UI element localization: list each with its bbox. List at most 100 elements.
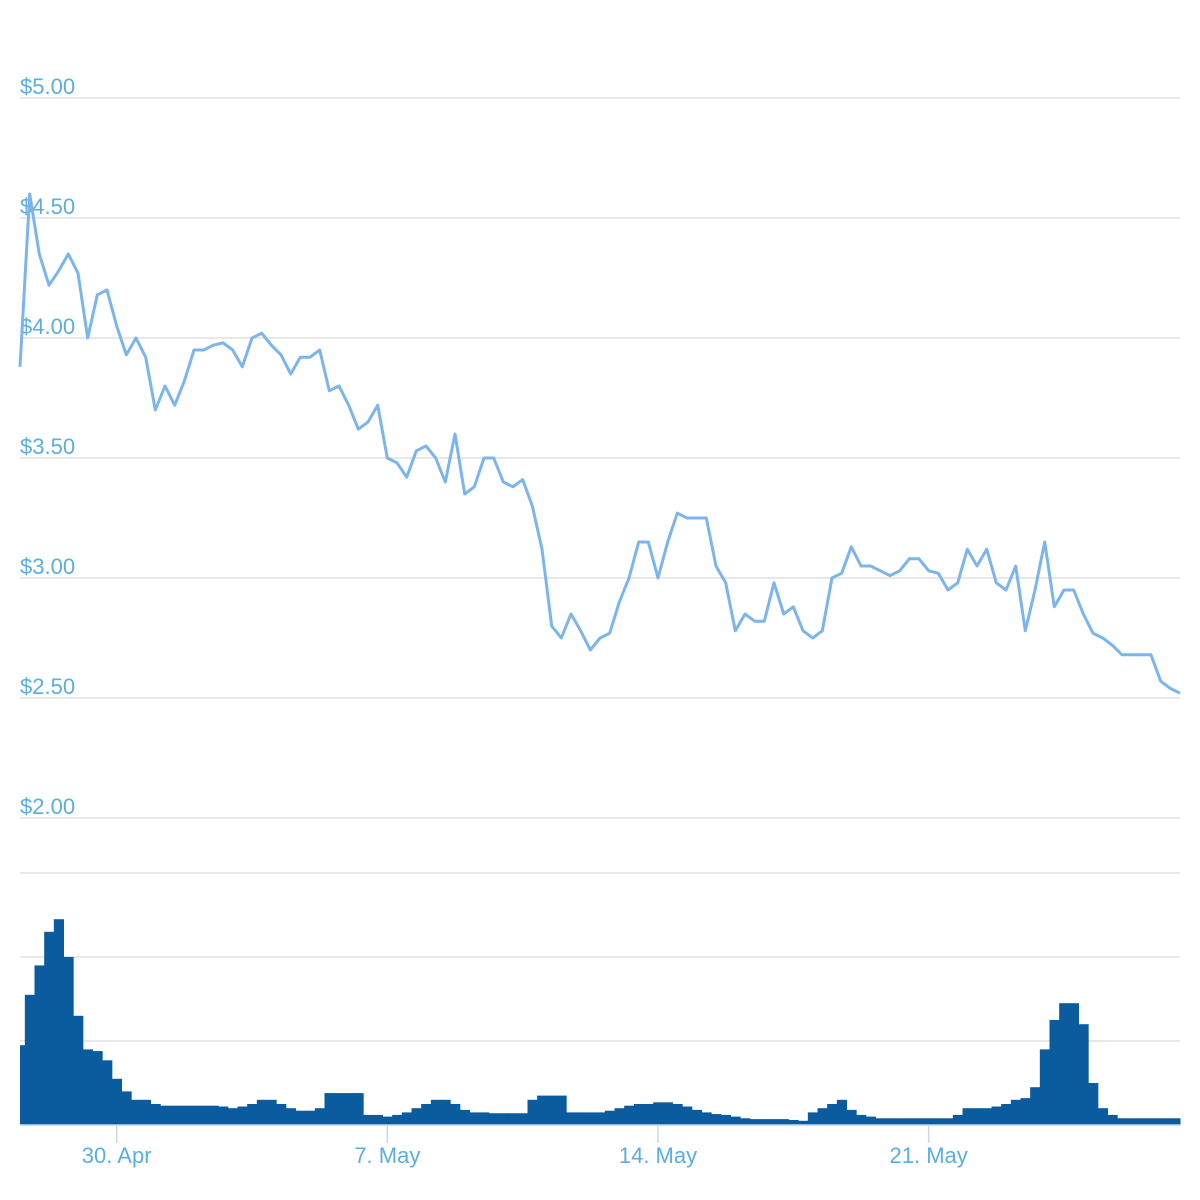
volume-bar bbox=[1068, 1003, 1079, 1125]
volume-bar bbox=[1117, 1118, 1128, 1125]
volume-bar bbox=[1039, 1049, 1050, 1125]
volume-bar bbox=[1126, 1118, 1137, 1125]
volume-bar bbox=[1146, 1118, 1157, 1125]
volume-bar bbox=[479, 1112, 490, 1125]
volume-bar bbox=[778, 1119, 789, 1125]
volume-bar bbox=[914, 1118, 925, 1125]
volume-bar bbox=[430, 1099, 441, 1125]
volume-bar bbox=[324, 1093, 335, 1125]
volume-bar bbox=[653, 1102, 664, 1125]
volume-bar bbox=[827, 1104, 838, 1125]
volume-bar bbox=[343, 1093, 354, 1125]
volume-bar bbox=[904, 1118, 915, 1125]
volume-bar bbox=[189, 1105, 200, 1125]
volume-bar bbox=[334, 1093, 345, 1125]
volume-bar bbox=[295, 1110, 306, 1125]
volume-bar bbox=[1020, 1098, 1031, 1125]
volume-bar bbox=[981, 1108, 992, 1125]
volume-bar bbox=[846, 1109, 857, 1125]
volume-bar bbox=[633, 1104, 644, 1125]
volume-bar bbox=[353, 1093, 364, 1125]
volume-bar bbox=[740, 1118, 751, 1125]
volume-bar bbox=[237, 1106, 248, 1125]
volume-bar bbox=[991, 1106, 1002, 1125]
volume-bar bbox=[537, 1095, 548, 1125]
volume-bar bbox=[691, 1109, 702, 1125]
volume-bar bbox=[546, 1095, 557, 1125]
volume-bar bbox=[943, 1118, 954, 1125]
volume-bar bbox=[769, 1119, 780, 1125]
y-tick-label: $2.00 bbox=[20, 794, 75, 819]
volume-bar bbox=[1155, 1118, 1166, 1125]
volume-bar bbox=[807, 1112, 818, 1125]
volume-bar bbox=[749, 1119, 760, 1125]
volume-bar bbox=[1010, 1099, 1021, 1125]
volume-bar bbox=[20, 1045, 26, 1125]
volume-bar bbox=[160, 1105, 171, 1125]
volume-bar bbox=[972, 1108, 983, 1125]
volume-bar bbox=[788, 1119, 799, 1125]
volume-bar bbox=[672, 1104, 683, 1125]
volume-bar bbox=[962, 1108, 973, 1125]
volume-bar bbox=[53, 919, 64, 1125]
volume-bar bbox=[440, 1099, 451, 1125]
volume-bar bbox=[662, 1102, 673, 1125]
volume-bar bbox=[372, 1114, 383, 1125]
volume-bar bbox=[169, 1105, 180, 1125]
volume-bar bbox=[140, 1099, 151, 1125]
volume-bar bbox=[1078, 1024, 1089, 1125]
volume-bar bbox=[1030, 1087, 1041, 1125]
volume-bar bbox=[682, 1106, 693, 1125]
volume-bar bbox=[1049, 1020, 1060, 1125]
volume-bar bbox=[1001, 1104, 1012, 1125]
volume-bar bbox=[517, 1113, 528, 1125]
volume-bar bbox=[875, 1118, 886, 1125]
volume-bar bbox=[314, 1108, 325, 1125]
volume-bar bbox=[836, 1099, 847, 1125]
price-line bbox=[18, 192, 1181, 695]
volume-bar bbox=[1136, 1118, 1147, 1125]
volume-bar bbox=[92, 1051, 103, 1125]
volume-bar bbox=[856, 1114, 867, 1125]
y-tick-label: $3.50 bbox=[20, 434, 75, 459]
volume-bar bbox=[411, 1108, 422, 1125]
x-tick-label: 7. May bbox=[354, 1143, 420, 1168]
volume-bar bbox=[730, 1116, 741, 1125]
volume-bar bbox=[276, 1104, 287, 1125]
volume-bar bbox=[508, 1113, 519, 1125]
y-tick-label: $4.00 bbox=[20, 314, 75, 339]
volume-bar bbox=[701, 1112, 712, 1125]
volume-bar bbox=[121, 1091, 132, 1125]
volume-bar bbox=[720, 1114, 731, 1125]
volume-bar bbox=[179, 1105, 190, 1125]
volume-bar bbox=[711, 1114, 722, 1125]
volume-bar bbox=[1175, 1118, 1181, 1125]
volume-bar bbox=[952, 1114, 963, 1125]
volume-bar bbox=[305, 1110, 316, 1125]
volume-bar bbox=[401, 1112, 412, 1125]
volume-bar bbox=[34, 965, 45, 1125]
volume-bar bbox=[933, 1118, 944, 1125]
volume-bar bbox=[585, 1112, 596, 1125]
volume-bar bbox=[392, 1114, 403, 1125]
volume-bar bbox=[421, 1104, 432, 1125]
y-tick-label: $5.00 bbox=[20, 74, 75, 99]
volume-bar bbox=[363, 1114, 374, 1125]
volume-bar bbox=[247, 1104, 258, 1125]
x-tick-label: 30. Apr bbox=[82, 1143, 152, 1168]
volume-bar bbox=[111, 1078, 122, 1125]
volume-bar bbox=[1059, 1003, 1070, 1125]
x-tick-label: 14. May bbox=[619, 1143, 697, 1168]
volume-bar bbox=[24, 994, 35, 1125]
volume-bar bbox=[566, 1112, 577, 1125]
volume-bar bbox=[595, 1112, 606, 1125]
y-tick-label: $2.50 bbox=[20, 674, 75, 699]
volume-bar bbox=[285, 1108, 296, 1125]
volume-bar bbox=[817, 1108, 828, 1125]
volume-bar bbox=[575, 1112, 586, 1125]
volume-bar bbox=[498, 1113, 509, 1125]
volume-bar bbox=[459, 1109, 470, 1125]
volume-bar bbox=[488, 1113, 499, 1125]
volume-bar bbox=[44, 931, 55, 1125]
